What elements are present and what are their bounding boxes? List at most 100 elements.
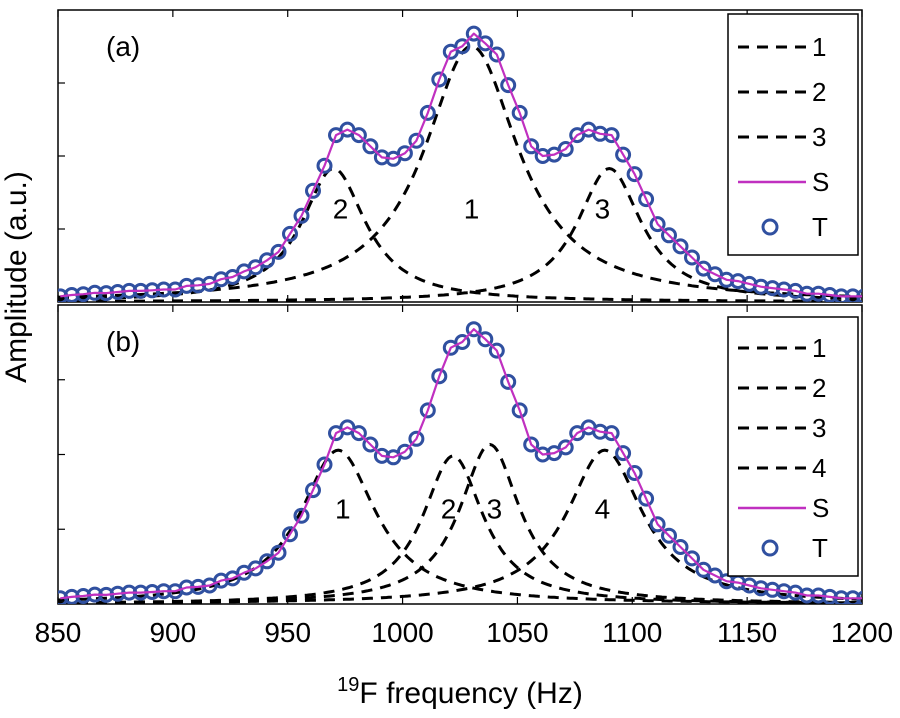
data-point <box>661 527 677 544</box>
data-point <box>350 425 367 442</box>
data-point <box>500 77 517 94</box>
fit-line-S <box>60 328 862 600</box>
data-point <box>626 166 643 183</box>
data-point <box>270 243 287 260</box>
fit-line-S <box>60 32 862 298</box>
data-point <box>362 138 379 155</box>
x-tick-label: 900 <box>149 617 196 648</box>
legend-label: T <box>812 212 828 242</box>
legend-marker-T <box>761 218 779 236</box>
data-point <box>305 182 321 199</box>
legend-label: 4 <box>812 453 826 483</box>
data-point <box>293 507 310 524</box>
data-point <box>661 227 677 244</box>
data-point <box>488 342 505 359</box>
data-point <box>557 439 574 456</box>
data-point <box>638 490 655 507</box>
legend: 1 2 3 ST <box>727 13 859 256</box>
legend-box <box>727 13 859 256</box>
legend-label: 1 <box>812 32 826 62</box>
x-axis-title-main: F frequency (Hz) <box>359 677 582 710</box>
peak-label: 1 <box>335 494 351 525</box>
component-curve-3 <box>58 166 862 302</box>
data-point <box>477 35 494 52</box>
peak-label: 2 <box>333 194 349 225</box>
x-axis-title: 19F frequency (Hz) <box>337 674 583 710</box>
data-point <box>649 216 666 233</box>
data-point <box>282 526 298 543</box>
legend-label: 3 <box>812 122 826 152</box>
data-point <box>488 46 505 63</box>
legend-label: 1 <box>812 333 826 363</box>
data-point <box>419 402 436 419</box>
data-point <box>511 104 528 121</box>
data-point <box>259 553 275 570</box>
y-axis-title: Amplitude (a.u.) <box>0 171 33 383</box>
peak-label: 1 <box>464 194 480 225</box>
data-point <box>684 249 700 266</box>
x-tick-label: 1000 <box>371 617 433 648</box>
data-point <box>557 141 574 157</box>
component-curve-4 <box>58 448 862 604</box>
legend-box <box>727 316 859 577</box>
x-tick-label: 850 <box>35 617 82 648</box>
legend-label: 3 <box>812 413 826 443</box>
data-point <box>523 138 540 155</box>
legend-label: 2 <box>812 77 826 107</box>
x-axis-title-superscript: 19 <box>337 674 359 696</box>
peak-label: 3 <box>595 194 611 225</box>
panel-label: (a) <box>106 31 140 62</box>
data-point <box>431 71 448 88</box>
data-point <box>465 321 482 338</box>
data-point <box>684 550 700 567</box>
peak-label: 4 <box>595 494 611 525</box>
data-point <box>362 436 379 453</box>
data-point <box>454 38 471 55</box>
data-point <box>615 146 632 163</box>
data-point <box>293 207 310 224</box>
data-point <box>454 334 471 350</box>
data-point <box>316 157 333 174</box>
data-point <box>626 465 643 481</box>
legend-label: S <box>812 167 829 197</box>
data-point <box>247 259 264 276</box>
data-point <box>649 516 666 533</box>
data-point <box>282 225 298 242</box>
data-point <box>270 544 287 561</box>
data-point <box>247 560 264 577</box>
x-tick-label: 1150 <box>717 617 777 648</box>
data-point <box>431 368 448 385</box>
peak-label: 2 <box>441 494 457 525</box>
data-point <box>523 436 540 453</box>
legend-label: T <box>812 533 828 563</box>
data-point <box>350 127 367 144</box>
x-tick-label: 1100 <box>602 617 662 648</box>
data-point <box>408 430 425 447</box>
data-point <box>500 373 517 390</box>
panel-label: (b) <box>106 326 140 357</box>
data-point <box>305 482 321 499</box>
data-point <box>672 238 689 255</box>
data-point <box>316 456 333 473</box>
x-tick-label: 950 <box>264 617 311 648</box>
data-point <box>259 252 275 269</box>
panel-0: (a) 2 1 3 1 2 3 ST <box>57 9 863 303</box>
data-point <box>511 402 528 419</box>
data-point <box>672 539 689 555</box>
data-point <box>477 331 494 348</box>
data-point <box>396 443 413 460</box>
legend-label: S <box>812 493 829 523</box>
x-tick-labels: 850 900 950 1000 1050 1100 1150 1200 <box>35 617 894 648</box>
x-tick-label: 1200 <box>831 617 893 648</box>
data-point <box>638 191 655 208</box>
component-curve-2 <box>58 166 862 302</box>
data-point <box>396 145 413 162</box>
legend-marker-T <box>761 539 779 557</box>
data-point <box>419 104 436 121</box>
data-point <box>408 132 425 149</box>
data-point <box>465 25 482 42</box>
x-tick-label: 1050 <box>486 617 548 648</box>
data-point <box>615 445 632 462</box>
